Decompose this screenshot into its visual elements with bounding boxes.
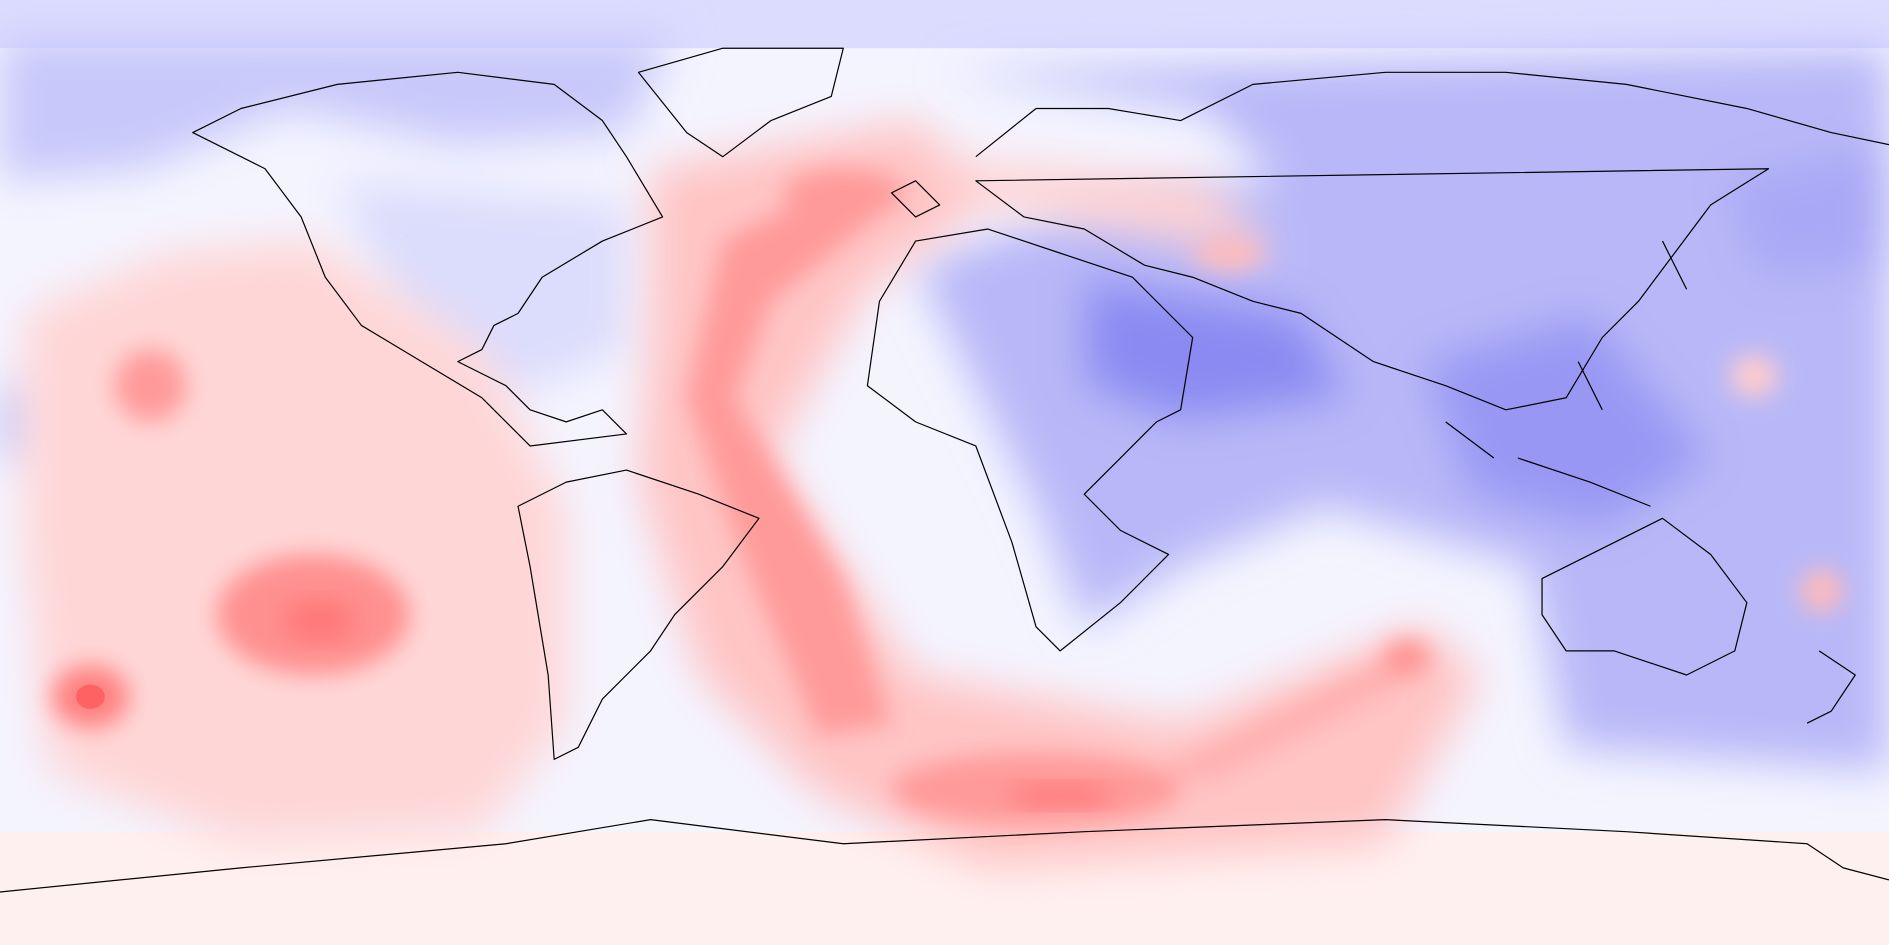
coastlines xyxy=(0,47,1889,893)
